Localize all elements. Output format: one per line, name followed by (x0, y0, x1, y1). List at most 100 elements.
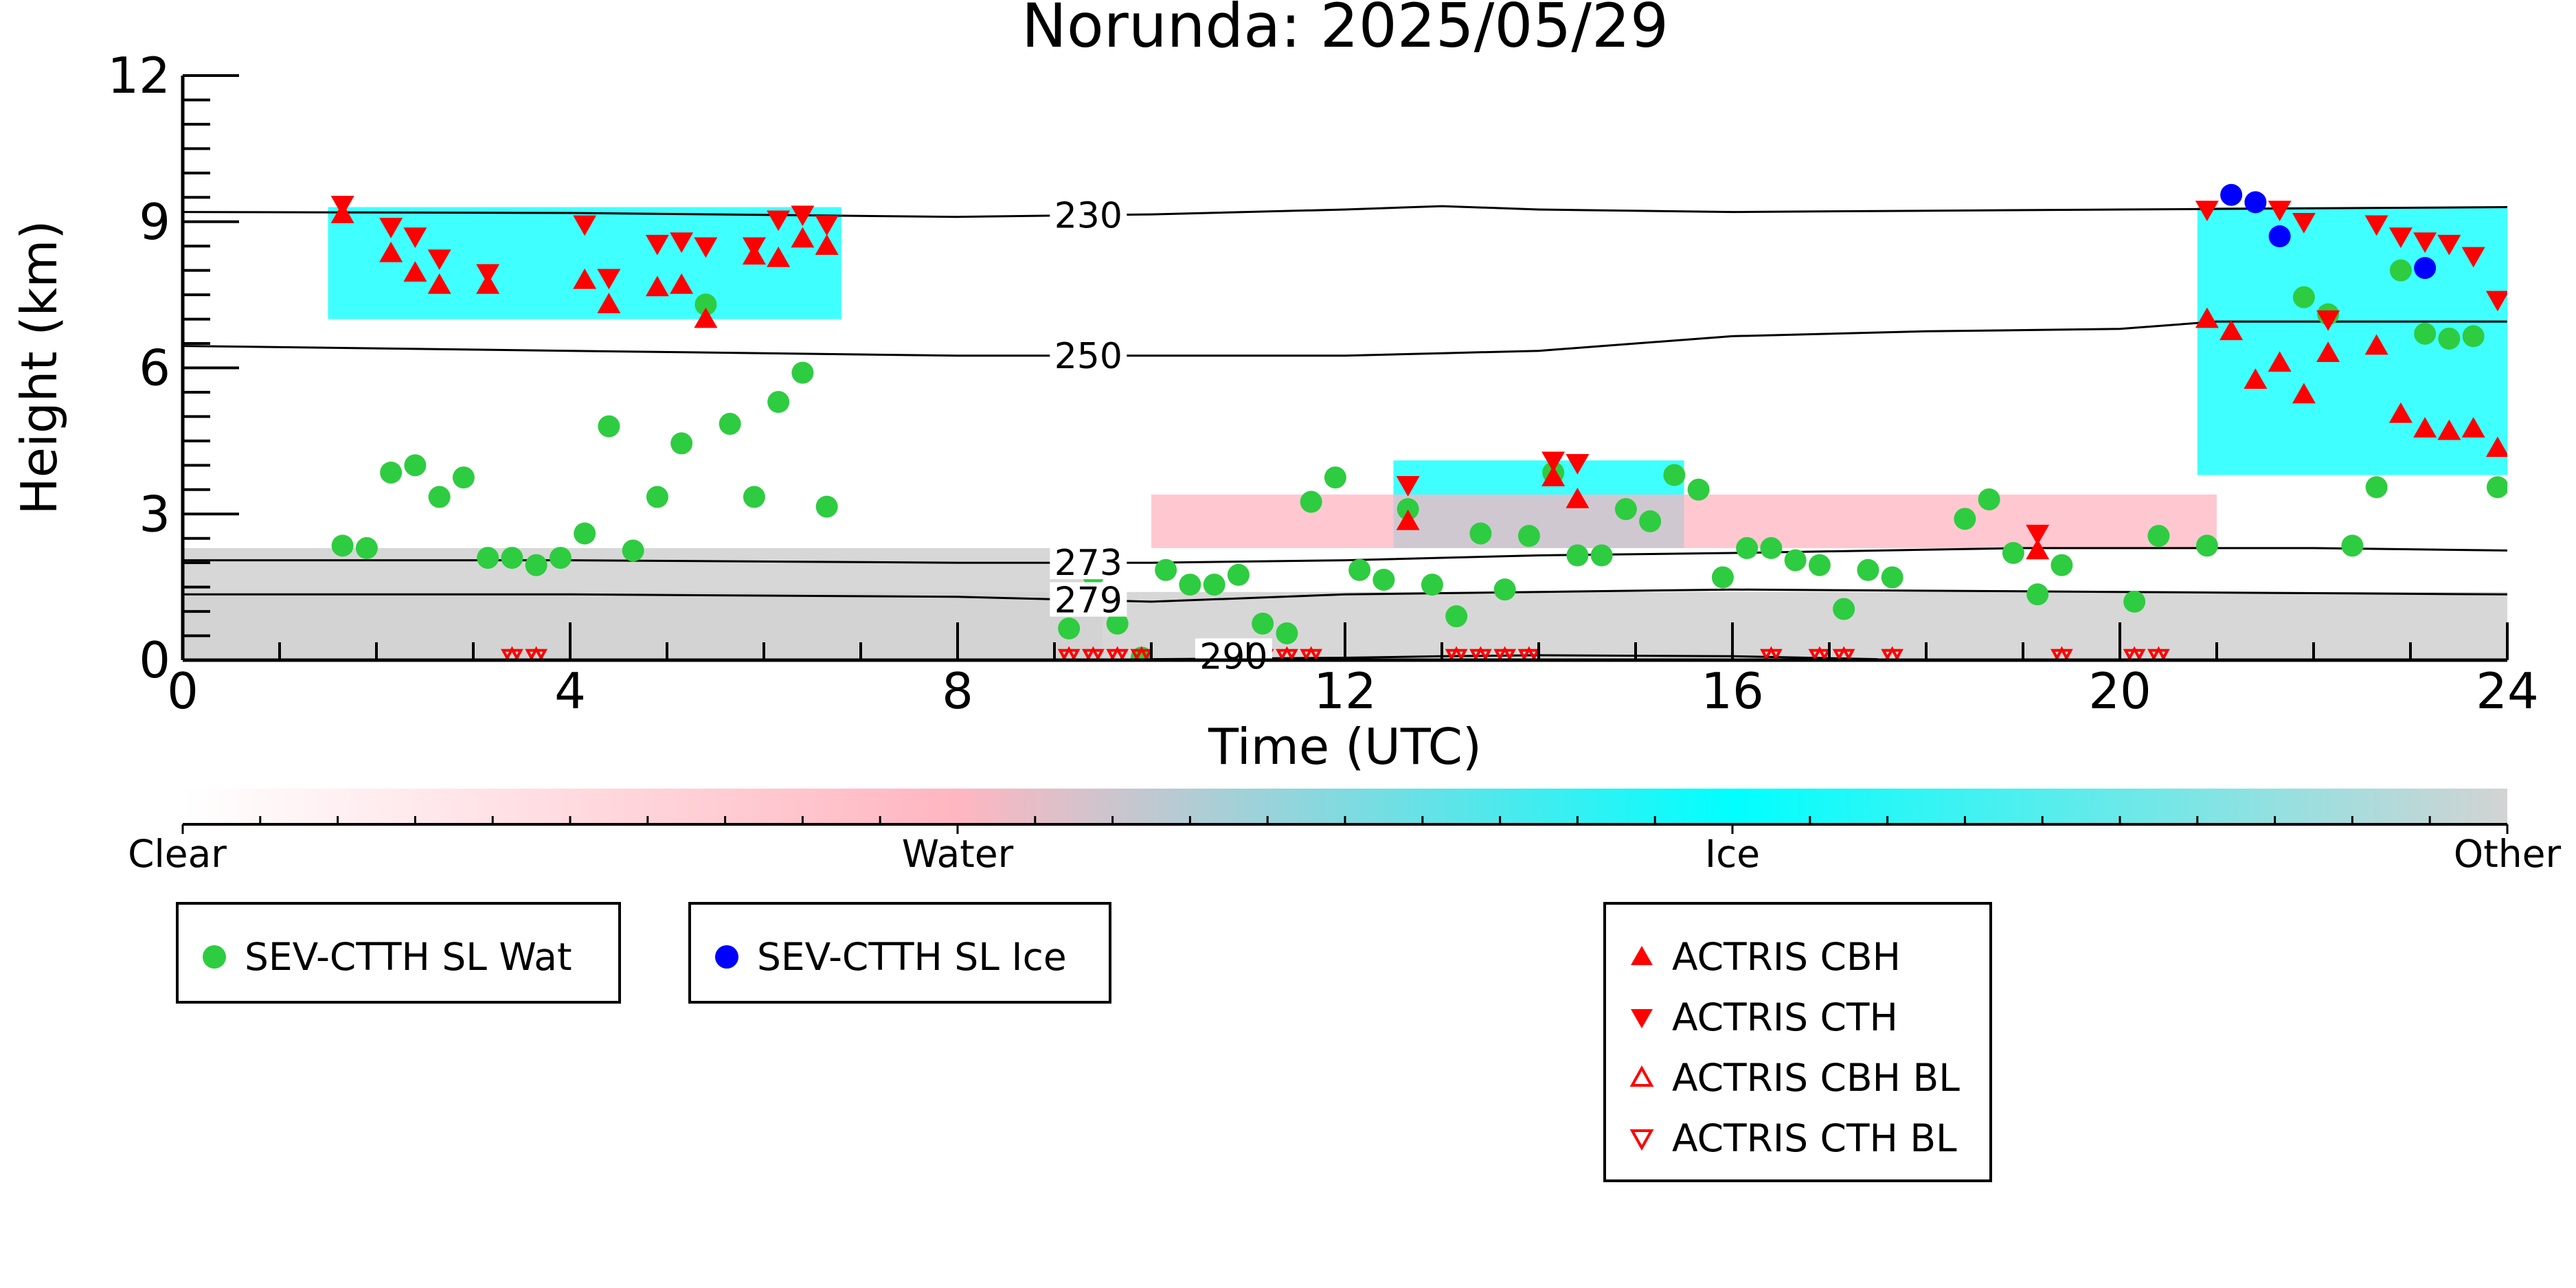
x-tick-label: 4 (554, 662, 586, 720)
data-point (2195, 307, 2219, 328)
data-point (2123, 590, 2146, 613)
data-point (2026, 539, 2050, 560)
data-point (791, 205, 815, 227)
data-point (1687, 478, 1710, 501)
data-point (1445, 605, 1468, 628)
isotherm-label: 273 (1054, 543, 1122, 584)
legend-entry: ACTRIS CTH (1625, 995, 1898, 1039)
data-point (2268, 201, 2292, 222)
data-point (2268, 225, 2291, 248)
data-point (767, 391, 790, 414)
legend-sev-ice: SEV-CTTH SL Ice (688, 902, 1111, 1004)
data-point (2485, 436, 2507, 457)
data-point (2292, 286, 2315, 308)
data-point (1155, 558, 1177, 581)
data-point (2244, 191, 2267, 214)
data-point (2050, 554, 2073, 576)
isotherm-line (183, 547, 2507, 564)
legend-label: ACTRIS CTH BL (1672, 1116, 1957, 1160)
data-point (2026, 583, 2049, 606)
data-point (815, 215, 839, 236)
x-tick-label: 24 (2476, 662, 2539, 720)
colorbar-label-other: Other (2454, 832, 2562, 876)
data-point (1566, 544, 1589, 567)
data-point (1978, 488, 2000, 510)
circle-marker-icon (715, 945, 738, 969)
data-point (1252, 612, 1274, 635)
data-point (1954, 508, 1976, 530)
data-point (452, 466, 475, 489)
data-point (2438, 327, 2461, 350)
data-point (1276, 622, 1298, 644)
data-point (1857, 558, 1879, 581)
data-point (742, 237, 766, 258)
x-tick-label: 12 (1313, 662, 1377, 720)
data-point (622, 539, 644, 562)
colorbar-label-water: Water (902, 832, 1014, 876)
data-point (2413, 417, 2437, 438)
data-point (1517, 525, 1540, 547)
chart-title: Norunda: 2025/05/29 (1021, 0, 1669, 61)
data-point (670, 273, 694, 294)
data-point (1566, 487, 1590, 508)
isotherm-line (183, 588, 2507, 603)
data-point (2437, 419, 2461, 440)
legend-sev-wat: SEV-CTTH SL Wat (176, 902, 621, 1004)
data-point (427, 273, 451, 294)
data-point (2195, 201, 2219, 222)
data-point (670, 432, 693, 455)
data-point (380, 461, 403, 484)
isotherm-label: 290 (1199, 636, 1267, 677)
y-tick-label: 3 (139, 485, 170, 543)
legend-label: ACTRIS CBH (1672, 935, 1901, 979)
colorbar-ticks (181, 816, 2509, 834)
data-point (2414, 257, 2437, 280)
legend-entry: SEV-CTTH SL Ice (710, 935, 1067, 979)
y-tick-label: 12 (107, 47, 170, 104)
axes: 0 3 6 9 12 0 4 8 12 16 20 24 (107, 47, 2538, 720)
x-tick-label: 20 (2088, 662, 2151, 720)
data-point (331, 534, 354, 557)
data-point (1760, 536, 1783, 559)
data-point (2002, 541, 2024, 564)
data-point (2147, 525, 2170, 547)
data-point (815, 495, 838, 518)
data-point (573, 215, 597, 236)
data-point (355, 536, 378, 559)
data-point (501, 547, 523, 569)
data-point (2461, 247, 2485, 268)
y-tick-label: 0 (139, 631, 170, 689)
data-point (2219, 319, 2244, 341)
isotherm-label-bg (1050, 197, 1127, 232)
data-point (2244, 368, 2268, 389)
data-point (1784, 549, 1807, 572)
data-point (330, 196, 354, 216)
data-point (2461, 417, 2485, 438)
data-point (598, 415, 620, 438)
data-point (1833, 598, 1855, 620)
triangle-up-filled-icon (1631, 946, 1653, 965)
data-point (2026, 524, 2050, 545)
data-point (1541, 451, 1566, 473)
data-point (549, 547, 572, 569)
isotherm-line (1151, 654, 1878, 660)
data-point (1736, 536, 1759, 559)
data-point (2388, 227, 2413, 249)
data-point (694, 307, 718, 328)
data-point (428, 486, 451, 508)
isotherm-label: 250 (1054, 336, 1122, 377)
plot-area (183, 183, 2507, 660)
data-point (1493, 578, 1516, 601)
isotherm-line (183, 320, 2507, 357)
data-point (404, 454, 427, 477)
isotherm-line (183, 205, 2507, 218)
isotherm-label: 279 (1054, 580, 1122, 622)
data-point (597, 269, 621, 290)
y-axis-label: Height (km) (10, 221, 68, 515)
data-point (1106, 612, 1129, 635)
data-point (2388, 402, 2413, 423)
data-point (1614, 498, 1637, 521)
legend-entry: ACTRIS CTH BL (1625, 1116, 1957, 1160)
data-point (403, 261, 427, 282)
